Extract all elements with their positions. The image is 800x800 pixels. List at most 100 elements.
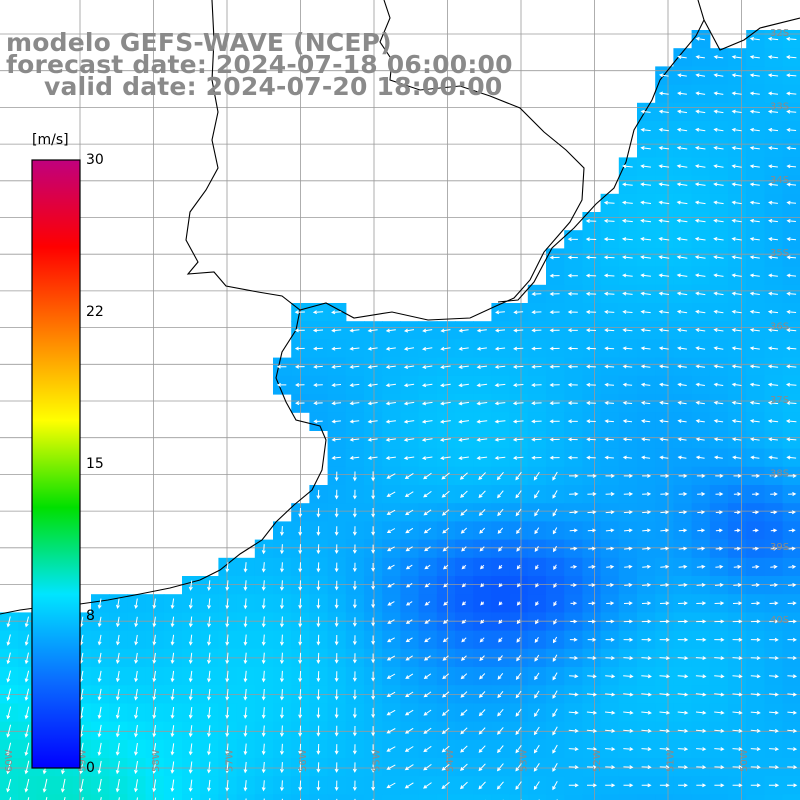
wind-arrow [549, 310, 560, 315]
wind-arrow [442, 546, 449, 552]
wind-arrow [331, 328, 342, 333]
wind-arrow [494, 328, 506, 333]
wind-arrow [352, 580, 357, 591]
wind-arrow [170, 652, 175, 665]
wind-arrow [640, 309, 651, 314]
wind-arrow [676, 273, 688, 278]
wind-arrow [367, 328, 378, 333]
wind-arrow [749, 291, 760, 296]
wind-arrow [622, 382, 633, 387]
wind-arrow [714, 674, 725, 679]
wind-arrow [498, 546, 503, 552]
wind-arrow [9, 797, 12, 800]
wind-arrow [152, 634, 157, 646]
wind-arrow [421, 437, 433, 442]
wind-arrow [549, 419, 560, 424]
wind-arrow [731, 127, 742, 132]
wind-arrow [478, 691, 486, 698]
wind-arrow [585, 346, 597, 351]
wind-arrow [316, 562, 321, 573]
wind-arrow [115, 760, 120, 775]
wind-arrow [569, 492, 579, 497]
wind-arrow [422, 346, 433, 351]
wind-arrow [134, 761, 138, 775]
wind-arrow [82, 797, 84, 800]
wind-arrow [767, 73, 779, 78]
wind-arrow [785, 382, 797, 387]
wind-arrow [585, 237, 597, 242]
wind-arrow [371, 726, 376, 737]
wind-arrow [458, 364, 469, 369]
wind-arrow [552, 708, 558, 718]
wind-arrow [298, 743, 303, 755]
wind-arrow [659, 710, 671, 715]
wind-arrow [442, 673, 450, 680]
wind-arrow [476, 437, 488, 442]
wind-arrow [531, 346, 542, 351]
wind-arrow [731, 291, 742, 296]
wind-arrow [677, 437, 687, 442]
wind-arrow [696, 473, 706, 478]
wind-arrow [621, 237, 633, 242]
wind-arrow [498, 619, 503, 625]
wind-arrow [731, 255, 742, 260]
wind-arrow [494, 455, 506, 460]
wind-arrow [714, 583, 724, 587]
wind-arrow [713, 328, 724, 332]
wind-arrow [567, 273, 578, 278]
wind-arrow [641, 728, 652, 733]
wind-arrow [767, 309, 779, 314]
wind-arrow [371, 581, 376, 591]
wind-arrow [568, 783, 579, 788]
wind-arrow [79, 760, 84, 775]
wind-arrow [715, 510, 724, 515]
wind-arrow [352, 507, 357, 518]
wind-arrow [658, 237, 670, 241]
wind-cell [418, 794, 438, 800]
wind-arrow [461, 546, 467, 552]
wind-arrow [658, 346, 669, 351]
wind-arrow [659, 619, 670, 624]
wind-arrow [424, 637, 431, 643]
wind-arrow [768, 273, 778, 278]
wind-arrow [623, 601, 633, 606]
wind-arrow [279, 670, 284, 683]
wind-arrow [733, 564, 742, 569]
wind-arrow [460, 727, 468, 735]
wind-arrow [732, 692, 743, 697]
wind-arrow [371, 762, 376, 773]
wind-arrow [316, 671, 321, 683]
wind-arrow [695, 73, 706, 78]
wind-arrow [641, 437, 651, 442]
wind-arrow [316, 707, 321, 719]
longitude-label: 60W [4, 749, 15, 772]
wind-arrow [732, 656, 743, 660]
wind-arrow [188, 598, 193, 610]
wind-arrow [385, 328, 396, 333]
wind-arrow [587, 492, 597, 497]
wind-cell [582, 794, 602, 800]
wind-cell [254, 794, 274, 800]
wind-arrow [604, 437, 614, 442]
wind-arrow [750, 692, 761, 697]
wind-arrow [134, 652, 139, 664]
wind-arrow [279, 689, 284, 701]
wind-arrow [386, 764, 396, 770]
wind-arrow [642, 528, 652, 533]
wind-arrow [752, 546, 760, 551]
wind-arrow [442, 637, 449, 643]
wind-arrow [732, 710, 743, 715]
wind-cell [382, 794, 401, 800]
wind-arrow [640, 328, 651, 333]
wind-arrow [405, 619, 413, 624]
wind-arrow [349, 364, 360, 369]
wind-arrow [787, 728, 798, 733]
wind-arrow [441, 490, 450, 498]
wind-arrow [367, 437, 378, 442]
wind-arrow [403, 328, 415, 333]
wind-arrow [750, 619, 761, 624]
wind-arrow [788, 492, 797, 497]
wind-arrow [604, 346, 615, 351]
wind-arrow [423, 691, 432, 698]
